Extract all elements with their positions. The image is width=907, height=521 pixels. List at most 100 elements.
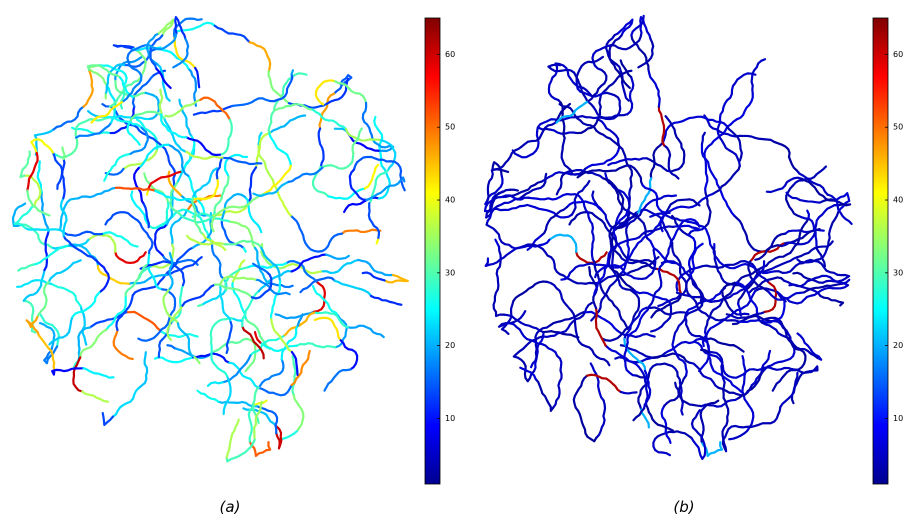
road xyxy=(671,241,686,281)
road xyxy=(221,156,263,166)
road xyxy=(243,195,263,234)
road xyxy=(605,91,622,121)
road xyxy=(707,351,726,384)
road xyxy=(734,134,776,144)
road xyxy=(701,191,712,231)
road xyxy=(732,310,750,316)
road xyxy=(661,116,691,144)
road xyxy=(86,64,109,87)
road xyxy=(282,311,316,338)
road xyxy=(103,152,132,182)
road xyxy=(611,253,628,291)
road xyxy=(802,282,844,294)
road xyxy=(111,387,140,418)
road xyxy=(765,176,803,194)
road xyxy=(676,374,684,416)
road xyxy=(260,246,282,283)
road xyxy=(185,136,222,157)
road xyxy=(275,425,283,450)
road xyxy=(129,125,149,155)
road xyxy=(609,31,643,51)
road xyxy=(620,250,657,270)
road xyxy=(167,251,174,292)
road xyxy=(776,290,799,305)
road xyxy=(348,168,368,201)
road xyxy=(197,303,204,308)
road xyxy=(623,341,638,377)
road xyxy=(540,205,569,237)
tick-label: 60 xyxy=(445,50,455,59)
road xyxy=(223,239,263,249)
road xyxy=(206,381,224,387)
road xyxy=(147,253,164,291)
road xyxy=(16,279,53,288)
road xyxy=(578,86,593,98)
road xyxy=(226,192,265,209)
road xyxy=(290,349,311,387)
road xyxy=(191,196,205,236)
road xyxy=(688,242,704,280)
road xyxy=(618,254,656,266)
road xyxy=(248,440,272,457)
road xyxy=(485,197,521,219)
road xyxy=(729,72,757,99)
road xyxy=(257,383,293,397)
road xyxy=(274,103,314,112)
road xyxy=(575,79,608,98)
road xyxy=(583,149,620,171)
road xyxy=(665,198,701,213)
road xyxy=(312,311,349,329)
road xyxy=(806,209,811,220)
road xyxy=(295,342,337,349)
road xyxy=(299,276,336,294)
road xyxy=(290,69,295,76)
road xyxy=(77,326,91,362)
road xyxy=(662,144,680,180)
road xyxy=(361,101,374,141)
road xyxy=(280,324,299,361)
road xyxy=(225,320,233,354)
road xyxy=(155,208,192,229)
road xyxy=(704,294,728,330)
road xyxy=(247,403,257,443)
road xyxy=(721,281,736,314)
road xyxy=(340,228,382,235)
road xyxy=(485,188,512,219)
road xyxy=(604,344,640,369)
road xyxy=(112,44,135,51)
road xyxy=(663,374,688,407)
road xyxy=(700,348,710,354)
road xyxy=(541,318,578,339)
road xyxy=(615,63,630,102)
road xyxy=(167,143,190,177)
network-map xyxy=(483,14,853,461)
network-map xyxy=(11,16,409,463)
road xyxy=(367,202,381,241)
tick-label: 40 xyxy=(445,196,455,205)
road xyxy=(333,279,373,298)
road xyxy=(36,160,43,194)
road xyxy=(114,79,147,98)
road xyxy=(660,404,672,444)
road xyxy=(26,151,39,192)
road xyxy=(607,236,641,259)
road xyxy=(725,269,757,298)
road xyxy=(191,177,220,201)
road xyxy=(594,265,608,279)
road xyxy=(137,143,170,169)
road xyxy=(194,66,201,89)
road xyxy=(209,316,235,344)
road xyxy=(172,37,190,69)
road xyxy=(209,341,229,378)
road xyxy=(601,176,626,211)
road xyxy=(241,325,265,360)
road xyxy=(791,165,828,187)
road xyxy=(703,327,714,369)
road xyxy=(547,63,576,74)
road xyxy=(725,124,743,162)
road xyxy=(729,92,754,126)
road xyxy=(225,438,256,463)
road xyxy=(788,274,828,288)
road xyxy=(71,290,102,318)
road xyxy=(11,202,27,228)
